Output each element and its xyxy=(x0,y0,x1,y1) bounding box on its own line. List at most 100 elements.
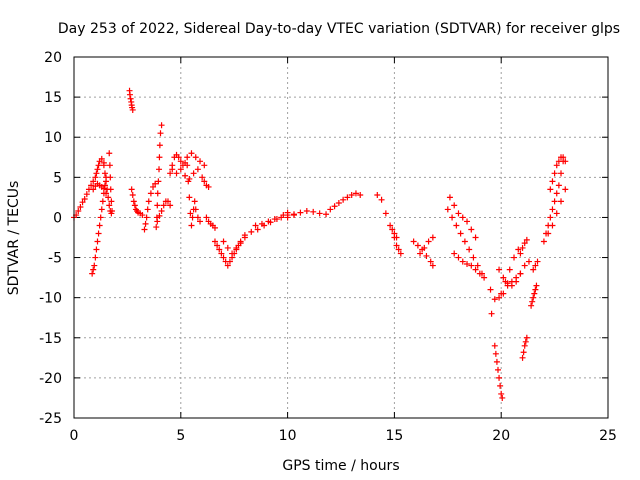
data-point xyxy=(99,198,106,205)
data-point xyxy=(129,106,136,113)
data-point xyxy=(393,242,400,249)
series-arc-18h xyxy=(451,250,488,281)
data-point xyxy=(109,208,116,215)
data-point xyxy=(169,166,176,173)
data-point xyxy=(128,186,135,193)
data-point xyxy=(177,166,184,173)
data-point xyxy=(184,162,191,169)
data-point xyxy=(459,214,466,221)
data-point xyxy=(157,130,164,137)
data-point xyxy=(156,142,163,149)
data-point xyxy=(497,382,504,389)
data-point xyxy=(496,294,503,301)
data-point xyxy=(344,194,351,201)
data-point xyxy=(106,162,113,169)
data-point xyxy=(155,178,162,185)
data-point xyxy=(530,294,537,301)
data-point xyxy=(558,170,565,177)
data-point xyxy=(457,230,464,237)
data-point xyxy=(175,154,182,161)
data-point xyxy=(188,150,195,157)
data-point xyxy=(278,214,285,221)
data-point xyxy=(547,186,554,193)
data-point xyxy=(519,354,526,361)
data-point xyxy=(192,206,199,213)
data-point xyxy=(194,166,201,173)
data-point xyxy=(492,350,499,357)
data-point xyxy=(216,246,223,253)
data-point xyxy=(90,266,97,273)
data-point xyxy=(506,266,513,273)
data-point xyxy=(100,162,107,169)
data-point xyxy=(233,244,240,251)
data-point xyxy=(152,180,159,187)
y-tick-label: -5 xyxy=(48,251,62,267)
data-point xyxy=(130,198,137,205)
data-point xyxy=(154,202,161,209)
data-point xyxy=(549,222,556,229)
data-point xyxy=(96,222,103,229)
tick-labels: 0 5 10 15 20 25 -25 -20 -15 -10 -5 0 5 10 15 20 xyxy=(39,50,617,444)
y-tick-label: 0 xyxy=(53,210,62,226)
data-point xyxy=(139,212,146,219)
data-point xyxy=(185,178,192,185)
data-point xyxy=(192,154,199,161)
chart-title: Day 253 of 2022, Sidereal Day-to-day VTE… xyxy=(58,21,620,37)
data-point xyxy=(190,170,197,177)
data-point xyxy=(106,150,113,157)
series-arc-21h-up xyxy=(517,236,530,257)
data-point xyxy=(95,162,102,169)
data-point xyxy=(555,182,562,189)
series-arc-10-12h xyxy=(284,208,330,221)
data-point xyxy=(468,262,475,269)
data-point xyxy=(254,226,261,233)
data-point xyxy=(466,246,473,253)
data-point xyxy=(522,338,529,345)
data-point xyxy=(472,234,479,241)
series-arc-early-drop xyxy=(100,162,115,217)
data-point xyxy=(177,158,184,165)
y-tick-label: 5 xyxy=(53,170,62,186)
y-tick-label: -15 xyxy=(39,331,62,347)
data-point xyxy=(523,236,530,243)
data-point xyxy=(444,206,451,213)
data-point xyxy=(378,196,385,203)
data-point xyxy=(92,174,99,181)
data-point xyxy=(303,208,310,215)
data-point xyxy=(498,390,505,397)
data-point xyxy=(464,260,471,267)
data-point xyxy=(488,310,495,317)
data-point xyxy=(496,374,503,381)
data-point xyxy=(100,190,107,197)
data-point xyxy=(105,194,112,201)
y-tick-label: 15 xyxy=(44,90,62,106)
data-point xyxy=(98,206,105,213)
data-point xyxy=(158,122,165,129)
data-point xyxy=(205,183,212,190)
data-point xyxy=(446,194,453,201)
data-point xyxy=(229,250,236,257)
data-point xyxy=(468,226,475,233)
series-arc-21-6h xyxy=(530,258,541,273)
data-point xyxy=(271,216,278,223)
data-point xyxy=(470,254,477,261)
data-point xyxy=(410,238,417,245)
data-point xyxy=(224,262,231,269)
y-tick-label: -10 xyxy=(39,291,62,307)
data-point xyxy=(429,262,436,269)
data-point xyxy=(237,238,244,245)
series-arc-21h-low xyxy=(519,334,530,361)
data-point xyxy=(241,232,248,239)
data-point xyxy=(81,195,88,202)
data-point xyxy=(387,222,394,229)
data-point xyxy=(491,342,498,349)
data-point xyxy=(534,258,541,265)
data-point xyxy=(481,274,488,281)
data-point xyxy=(395,246,402,253)
data-point xyxy=(310,208,317,215)
data-point xyxy=(284,214,291,221)
x-tick-label: 10 xyxy=(279,428,297,444)
x-axis-title: GPS time / hours xyxy=(282,458,399,474)
data-point xyxy=(107,186,114,193)
